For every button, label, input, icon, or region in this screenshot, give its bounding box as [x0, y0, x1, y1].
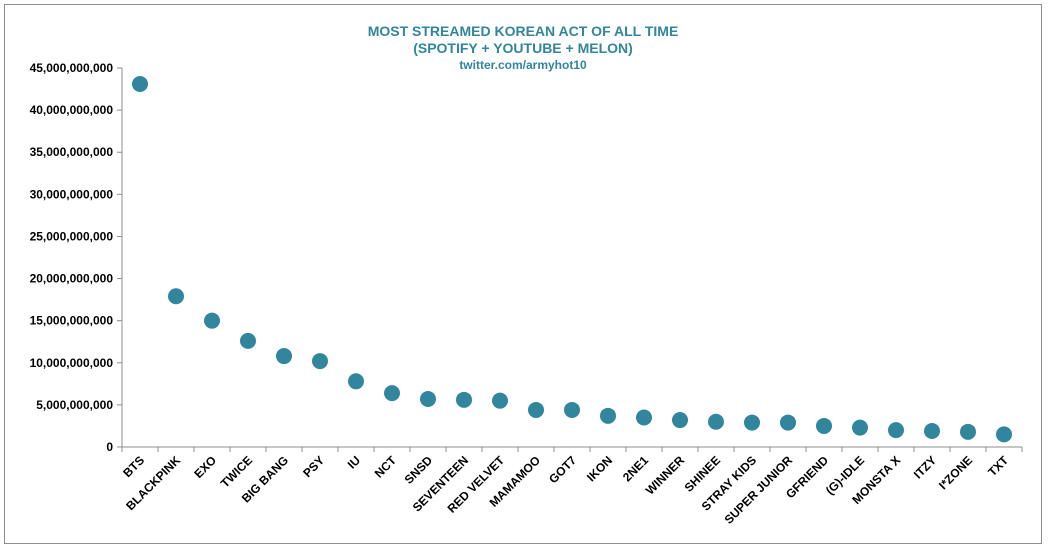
y-tick-label: 15,000,000,000 — [30, 314, 114, 328]
data-point — [708, 413, 724, 430]
chart-subtitle: (SPOTIFY + YOUTUBE + MELON) — [413, 40, 633, 56]
data-point — [924, 422, 940, 439]
x-tick-label: TXT — [985, 453, 1011, 479]
data-point — [744, 414, 760, 431]
data-point — [600, 407, 616, 424]
y-tick-label: 25,000,000,000 — [30, 229, 114, 243]
x-tick-label: GOT7 — [546, 453, 579, 486]
y-tick-label: 0 — [106, 440, 113, 454]
y-tick-label: 10,000,000,000 — [30, 356, 114, 370]
data-point — [960, 423, 976, 440]
data-point — [312, 353, 328, 370]
x-tick-label: IU — [345, 453, 363, 471]
x-tick-label: 2NE1 — [620, 453, 651, 484]
data-point — [456, 391, 472, 408]
y-tick-label: 5,000,000,000 — [36, 398, 113, 412]
y-axis-ticks: 0 5,000,000,000 10,000,000,000 15,000,000,0… — [30, 61, 122, 454]
y-tick-label: 30,000,000,000 — [30, 187, 114, 201]
data-point — [204, 312, 220, 329]
data-point — [672, 412, 688, 429]
y-tick-label: 20,000,000,000 — [30, 272, 114, 286]
data-point — [420, 390, 436, 407]
data-point — [888, 422, 904, 439]
data-point — [240, 332, 256, 349]
data-point — [348, 373, 364, 390]
data-point — [780, 414, 796, 431]
axes — [121, 68, 1022, 448]
y-tick-label: 40,000,000,000 — [30, 103, 114, 117]
x-tick-label: PSY — [300, 453, 327, 480]
y-tick-label: 35,000,000,000 — [30, 145, 114, 159]
data-point — [168, 288, 184, 305]
data-points — [132, 76, 1012, 443]
data-point — [528, 401, 544, 418]
x-tick-label: NCT — [372, 453, 400, 481]
data-point — [564, 401, 580, 418]
data-point — [636, 409, 652, 426]
chart-credit: twitter.com/armyhot10 — [459, 58, 587, 72]
data-point — [852, 419, 868, 436]
x-tick-label: I*ZONE — [936, 453, 975, 492]
data-point — [996, 426, 1012, 443]
chart-title: MOST STREAMED KOREAN ACT OF ALL TIME — [368, 23, 679, 39]
x-tick-label: ITZY — [911, 453, 939, 481]
x-tick-label: IKON — [584, 453, 615, 484]
data-point — [276, 348, 292, 365]
y-tick-label: 45,000,000,000 — [30, 61, 114, 75]
x-tick-label: EXO — [191, 453, 219, 481]
x-tick-label: SNSD — [402, 453, 436, 487]
data-point — [132, 76, 148, 93]
data-point — [492, 392, 508, 409]
chart-frame — [4, 4, 1042, 544]
data-point — [816, 417, 832, 434]
x-tick-label: BTS — [120, 453, 147, 480]
x-tick-label: WINNER — [643, 453, 688, 498]
data-point — [384, 385, 400, 402]
